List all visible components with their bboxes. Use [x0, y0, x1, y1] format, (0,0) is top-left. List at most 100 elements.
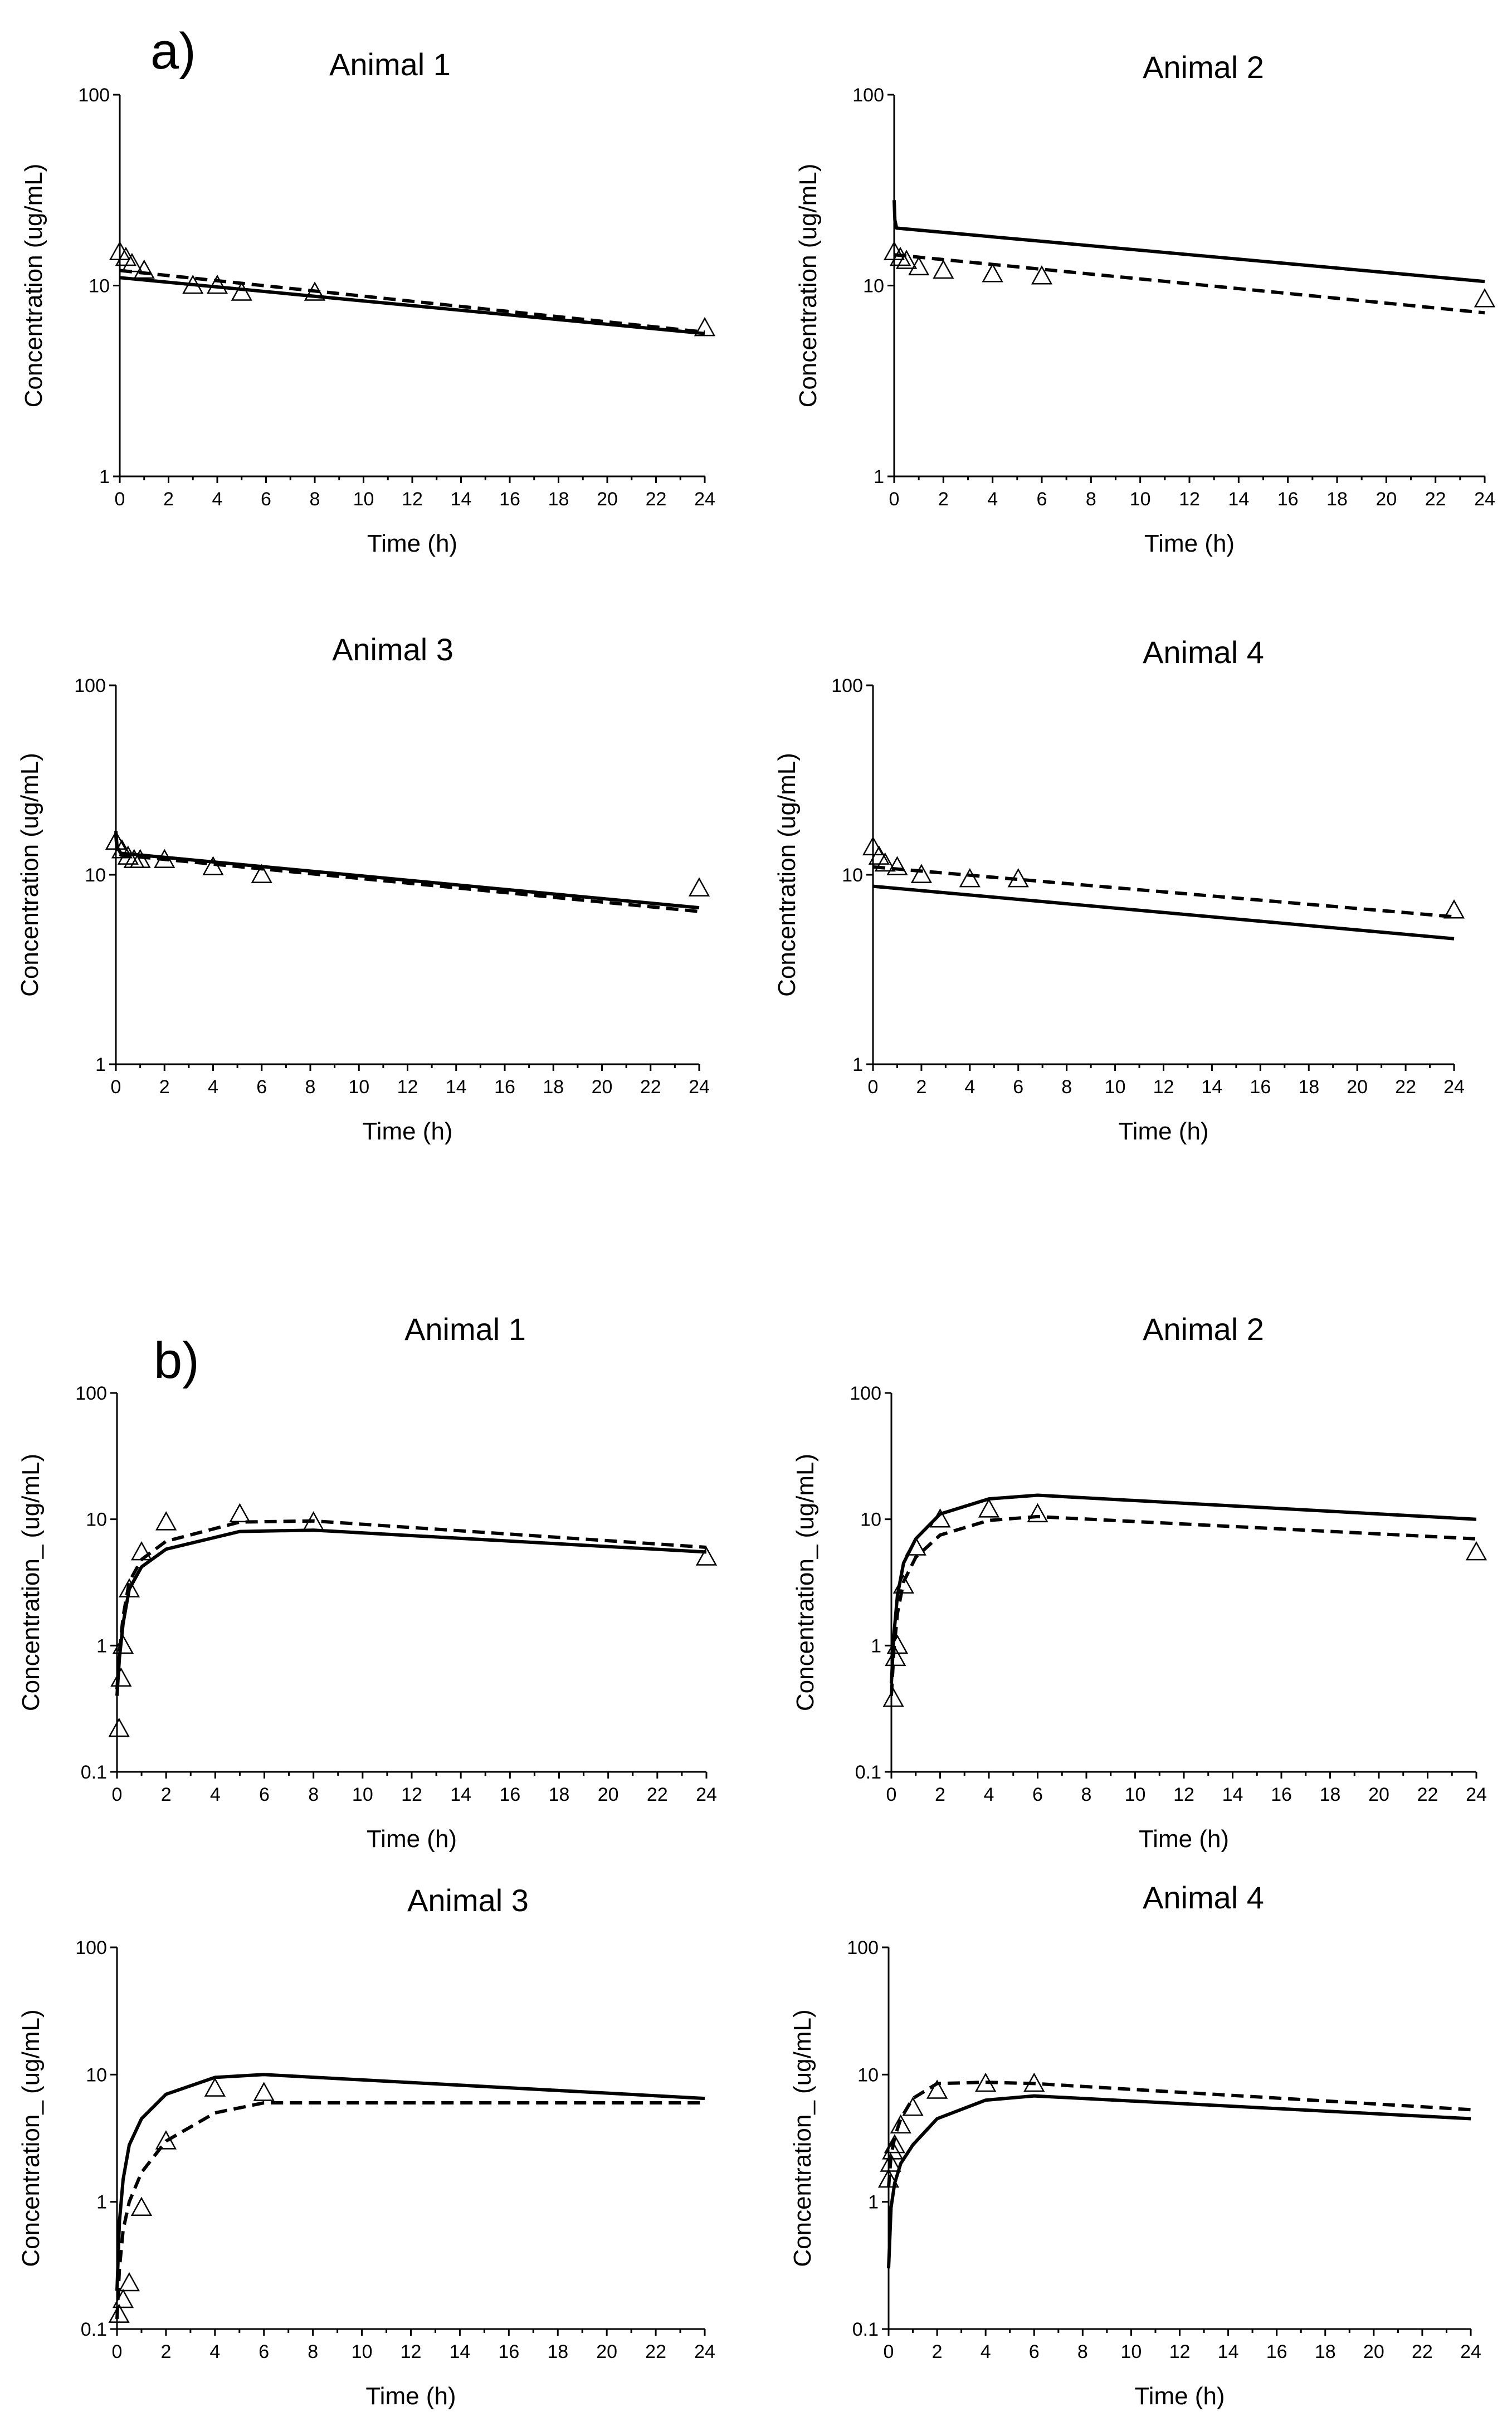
x-tick-label: 8 — [1077, 2341, 1088, 2362]
x-tick-label: 10 — [1130, 489, 1151, 510]
x-tick-label: 20 — [1368, 1784, 1389, 1805]
y-tick-label: 100 — [74, 675, 106, 696]
solid-prediction-line — [115, 1528, 707, 1696]
y-tick-label: 1 — [96, 2192, 107, 2213]
observed-point — [304, 281, 326, 301]
observed-point — [885, 1646, 906, 1667]
x-tick-label: 6 — [1029, 2341, 1040, 2362]
x-tick-label: 16 — [1277, 489, 1299, 510]
x-tick-label: 2 — [159, 1076, 170, 1098]
x-tick-label: 20 — [596, 2341, 617, 2362]
chart-a-1: Animal 10 2 4 6 8 10 12 14 16 18 20 22 24110100Time … — [20, 47, 716, 557]
x-tick-label: 2 — [938, 489, 949, 510]
observed-point — [890, 2114, 911, 2134]
dashed-prediction-line — [887, 2081, 1471, 2188]
solid-prediction-line — [892, 200, 1485, 284]
y-tick-label: 10 — [857, 2064, 879, 2086]
observed-point — [110, 1667, 132, 1687]
y-tick-label: 1 — [874, 466, 884, 488]
observed-point — [884, 2133, 906, 2154]
chart-a-3: Animal 30 2 4 6 8 10 12 14 16 18 20 22 24110100Time … — [16, 632, 710, 1145]
x-tick-label: 10 — [352, 1784, 373, 1805]
y-tick-label: 10 — [85, 865, 106, 886]
x-tick-label: 24 — [689, 1076, 710, 1098]
y-tick-label: 100 — [831, 675, 863, 696]
x-tick-label: 0 — [889, 489, 900, 510]
y-tick-label: 100 — [78, 85, 110, 106]
x-tick-label: 24 — [694, 2341, 715, 2362]
x-tick-label: 20 — [1347, 1076, 1368, 1098]
x-tick-label: 14 — [450, 2341, 471, 2362]
dashed-prediction-line — [115, 2101, 705, 2320]
observed-point — [929, 1508, 951, 1528]
x-tick-label: 0 — [111, 1076, 121, 1098]
observed-point — [118, 1578, 140, 1597]
observed-point — [1474, 288, 1496, 308]
observed-point — [862, 836, 884, 856]
observed-point — [112, 2288, 134, 2308]
x-tick-label: 20 — [592, 1076, 613, 1098]
x-tick-label: 6 — [1013, 1076, 1023, 1098]
observed-point — [129, 849, 151, 868]
x-tick-label: 14 — [1228, 489, 1249, 510]
y-tick-label: 10 — [863, 276, 884, 297]
x-tick-label: 8 — [308, 1784, 319, 1805]
x-tick-label: 24 — [1443, 1076, 1465, 1098]
x-tick-label: 4 — [210, 1784, 221, 1805]
y-tick-label: 100 — [75, 1383, 107, 1404]
x-tick-label: 18 — [549, 1784, 570, 1805]
chart-title: Animal 2 — [1143, 50, 1264, 85]
y-tick-label: 1 — [871, 1635, 881, 1657]
x-tick-label: 8 — [1061, 1076, 1072, 1098]
y-tick-label: 10 — [89, 276, 110, 297]
x-tick-label: 8 — [1086, 489, 1096, 510]
x-tick-label: 12 — [397, 1076, 418, 1098]
x-tick-label: 4 — [987, 489, 998, 510]
x-tick-label: 10 — [1105, 1076, 1126, 1098]
observed-point — [204, 2077, 226, 2097]
solid-prediction-line — [887, 2094, 1471, 2269]
y-tick-label: 100 — [852, 85, 884, 106]
x-tick-label: 2 — [160, 2341, 171, 2362]
x-tick-label: 22 — [1425, 489, 1446, 510]
chart-title: Animal 3 — [407, 1883, 529, 1918]
x-tick-label: 16 — [498, 2341, 519, 2362]
y-tick-label: 10 — [860, 1509, 881, 1531]
x-tick-label: 20 — [1363, 2341, 1384, 2362]
chart-title: Animal 3 — [332, 632, 453, 667]
observed-point — [155, 1511, 177, 1531]
x-tick-label: 0 — [884, 2341, 894, 2362]
observed-point — [933, 259, 954, 279]
observed-point — [975, 2072, 997, 2092]
observed-point — [231, 281, 252, 301]
x-axis-label: Time (h) — [365, 2383, 456, 2410]
chart-b-3: Animal 30 2 4 6 8 10 12 14 16 18 20 22 240.1110100Ti… — [17, 1883, 715, 2410]
x-tick-label: 16 — [1271, 1784, 1292, 1805]
observed-point — [1031, 265, 1053, 285]
x-tick-label: 18 — [1298, 1076, 1319, 1098]
x-tick-label: 4 — [984, 1784, 994, 1805]
y-axis-label: Concentration_ (ug/mL) — [17, 2009, 45, 2267]
chart-a-2: Animal 20 2 4 6 8 10 12 14 16 18 20 22 24110100Time … — [794, 50, 1496, 557]
y-tick-label: 1 — [852, 1054, 863, 1075]
x-tick-label: 24 — [1466, 1784, 1487, 1805]
x-tick-label: 20 — [1376, 489, 1397, 510]
x-tick-label: 2 — [932, 2341, 943, 2362]
x-tick-label: 22 — [1395, 1076, 1416, 1098]
dashed-prediction-line — [119, 269, 705, 334]
solid-prediction-line — [872, 884, 1455, 941]
x-tick-label: 0 — [115, 489, 125, 510]
observed-point — [229, 1503, 251, 1523]
x-tick-label: 20 — [598, 1784, 619, 1805]
x-axis-label: Time (h) — [367, 1825, 457, 1853]
x-tick-label: 22 — [1417, 1784, 1438, 1805]
observed-point — [121, 252, 143, 272]
x-tick-label: 16 — [1250, 1076, 1271, 1098]
chart-title: Animal 1 — [404, 1312, 526, 1347]
observed-point — [908, 256, 930, 276]
observed-point — [202, 856, 224, 875]
x-tick-label: 14 — [1218, 2341, 1239, 2362]
observed-point — [154, 849, 175, 868]
x-tick-label: 14 — [451, 489, 472, 510]
observed-point — [978, 1498, 1000, 1518]
